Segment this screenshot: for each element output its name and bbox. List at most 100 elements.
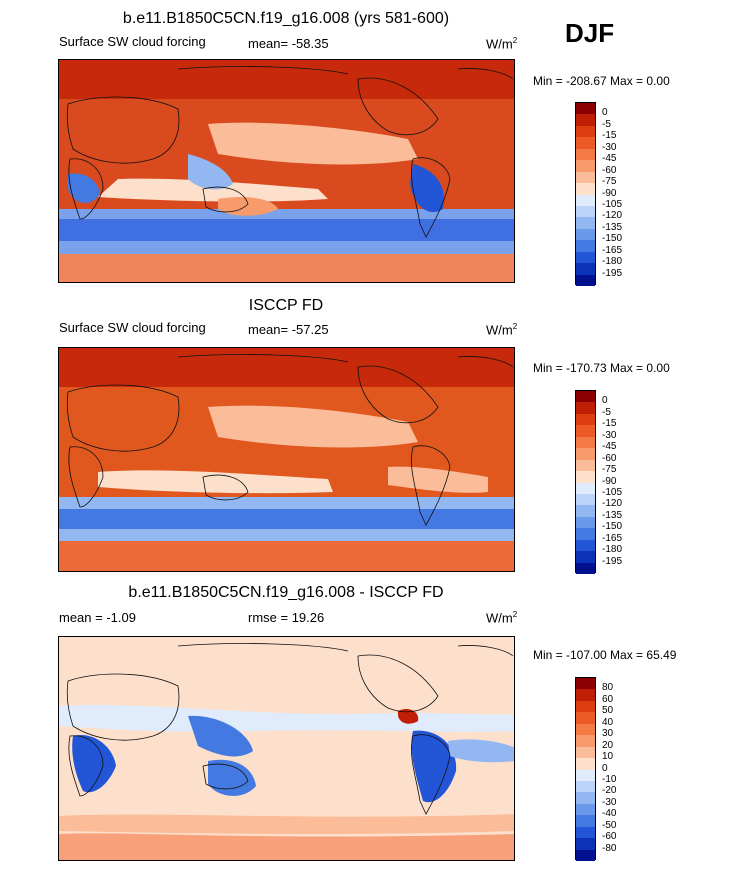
panel-3-colorbar-segment <box>576 838 595 850</box>
panel-3-colorbar-segment <box>576 826 595 839</box>
panel-2-colorbar-segment <box>576 413 595 426</box>
panel-2-colorbar-segment <box>576 391 595 403</box>
panel-3-rmse-label: rmse = 19.26 <box>248 610 325 625</box>
panel-2-colorbar-tick-label: -75 <box>602 464 617 476</box>
panel-1-colorbar-tick-label: 0 <box>602 107 608 119</box>
panel-3-colorbar-segment <box>576 815 595 827</box>
panel-1-colorbar-segment <box>576 103 595 115</box>
panel-1-colorbar-segment <box>576 194 595 206</box>
panel-3-colorbar-tick-label: 0 <box>602 762 608 774</box>
panel-1-colorbar-tick-label: -105 <box>602 198 623 210</box>
panel-3-colorbar-segment <box>576 803 595 816</box>
panel-2-colorbar-segment <box>576 516 595 529</box>
panel-3-mean-label: mean = -1.09 <box>59 610 136 625</box>
panel-1-colorbar-tick-label: -90 <box>602 187 617 199</box>
panel-2-variable-label: Surface SW cloud forcing <box>59 320 206 335</box>
panel-3-colorbar-tick-label: 30 <box>602 728 614 740</box>
panel-3-colorbar-tick-label: 20 <box>602 739 614 751</box>
panel-1-colorbar-segment <box>576 205 595 218</box>
panel-3-colorbar-segment <box>576 678 595 690</box>
panel-2-colorbar-tick-label: -165 <box>602 532 623 544</box>
panel-2-colorbar-segment <box>576 425 595 437</box>
panel-3-colorbar-tick-label: 40 <box>602 716 614 728</box>
panel-3-colorbar-segment <box>576 712 595 724</box>
panel-3-colorbar-tick-label: 50 <box>602 705 614 717</box>
panel-1-colorbar-segment <box>576 171 595 184</box>
panel-1-colorbar-segment <box>576 228 595 241</box>
panel-3-colorbar-tick-label: -50 <box>602 819 617 831</box>
panel-3-colorbar-tick-label: -30 <box>602 796 617 808</box>
panel-2-colorbar-segment <box>576 402 595 414</box>
panel-1-colorbar-tick-label: -60 <box>602 164 617 176</box>
panel-2-colorbar-segment <box>576 551 595 563</box>
panel-1-colorbar-tick-label: -75 <box>602 176 617 188</box>
panel-1-colorbar-tick-label: -195 <box>602 267 623 279</box>
panel-1-colorbar-segment <box>576 240 595 252</box>
panel-3-colorbar-segment <box>576 723 595 736</box>
panel-2-title: ISCCP FD <box>248 297 324 314</box>
panel-3-colorbar-tick-label: 60 <box>602 693 614 705</box>
panel-3-colorbar-segment <box>576 735 595 747</box>
panel-2-colorbar-segment <box>576 505 595 517</box>
panel-2-colorbar-tick-label: -105 <box>602 486 623 498</box>
panel-3-colorbar-segment <box>576 849 595 861</box>
panel-1-colorbar-segment <box>576 137 595 149</box>
panel-1-colorbar-tick-label: -180 <box>602 256 623 268</box>
panel-3-units: W/m2 <box>486 610 518 626</box>
panel-2-colorbar-segment <box>576 448 595 460</box>
panel-3-colorbar-tick-label: -40 <box>602 808 617 820</box>
panel-1-colorbar-segment <box>576 183 595 195</box>
panel-2-minmax: Min = -170.73 Max = 0.00 <box>533 361 670 375</box>
panel-3-colorbar-tick-label: -20 <box>602 785 617 797</box>
panel-1-colorbar-tick-label: -5 <box>602 118 611 130</box>
panel-2-colorbar-tick-label: -45 <box>602 441 617 453</box>
panel-3-colorbar-tick-label: -80 <box>602 842 617 854</box>
panel-2-colorbar-tick-label: -120 <box>602 498 623 510</box>
panel-1-colorbar-tick-label: -120 <box>602 210 623 222</box>
panel-2-colorbar-tick-label: -180 <box>602 544 623 556</box>
panel-1-minmax: Min = -208.67 Max = 0.00 <box>533 74 670 88</box>
panel-3-colorbar-tick-label: -10 <box>602 773 617 785</box>
panel-1-colorbar-segment <box>576 125 595 138</box>
panel-2-colorbar-segment <box>576 539 595 552</box>
panel-1-colorbar-tick-label: -15 <box>602 130 617 142</box>
panel-2-colorbar-tick-label: -30 <box>602 429 617 441</box>
panel-2-colorbar-segment <box>576 459 595 472</box>
panel-3-colorbar-segment <box>576 780 595 793</box>
panel-1-title: b.e11.B1850C5CN.f19_g16.008 (yrs 581-600… <box>122 10 450 27</box>
panel-1-colorbar-segment <box>576 217 595 229</box>
panel-2-mean-label: mean= -57.25 <box>248 322 329 337</box>
panel-2-colorbar-tick-label: -195 <box>602 555 623 567</box>
panel-1-mean-label: mean= -58.35 <box>248 36 329 51</box>
panel-3-colorbar-segment <box>576 769 595 781</box>
panel-3-colorbar-segment <box>576 746 595 759</box>
panel-1-units: W/m2 <box>486 36 518 52</box>
panel-3-colorbar-segment <box>576 758 595 770</box>
panel-1-colorbar-segment <box>576 160 595 172</box>
panel-2-map <box>58 347 515 572</box>
panel-2-colorbar-segment <box>576 436 595 449</box>
panel-2-colorbar-tick-label: 0 <box>602 395 608 407</box>
panel-2-colorbar-tick-label: -60 <box>602 452 617 464</box>
panel-3-colorbar-segment <box>576 700 595 713</box>
panel-1-variable-label: Surface SW cloud forcing <box>59 34 206 49</box>
panel-3-colorbar-tick-label: -60 <box>602 831 617 843</box>
panel-2-colorbar-tick-label: -5 <box>602 406 611 418</box>
panel-1-colorbar-tick-label: -150 <box>602 233 623 245</box>
panel-3-colorbar-tick-label: 10 <box>602 751 614 763</box>
panel-2-colorbar-segment <box>576 482 595 494</box>
panel-1-colorbar-segment <box>576 251 595 264</box>
panel-1-colorbar-tick-label: -45 <box>602 153 617 165</box>
panel-1-colorbar-segment <box>576 114 595 126</box>
panel-3-colorbar-segment <box>576 792 595 804</box>
panel-2-colorbar-tick-label: -90 <box>602 475 617 487</box>
panel-1-colorbar-tick-label: -30 <box>602 141 617 153</box>
panel-2-colorbar-tick-label: -15 <box>602 418 617 430</box>
panel-2-colorbar-tick-label: -135 <box>602 509 623 521</box>
panel-1-colorbar-tick-label: -165 <box>602 244 623 256</box>
panel-3-colorbar-segment <box>576 689 595 701</box>
panel-1-colorbar-segment <box>576 263 595 275</box>
panel-2-colorbar-segment <box>576 562 595 574</box>
panel-1-colorbar-segment <box>576 148 595 161</box>
panel-2-colorbar-segment <box>576 528 595 540</box>
